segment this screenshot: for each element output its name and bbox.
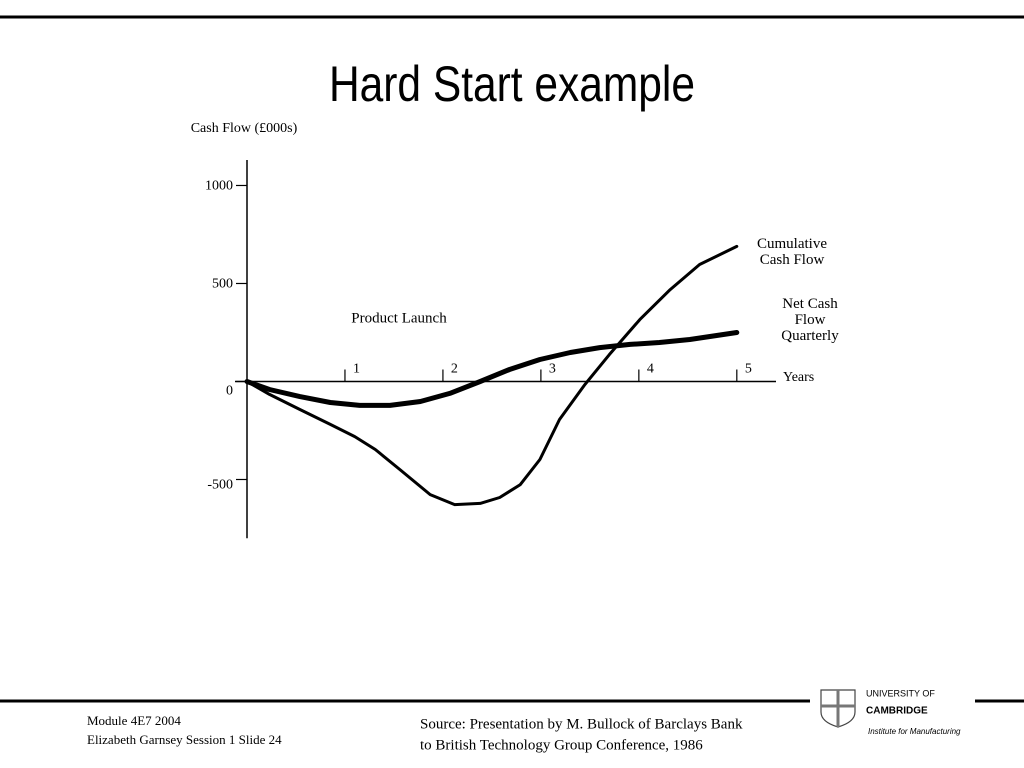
series-label: Cumulative Cash Flow <box>757 236 827 268</box>
logo-text: UNIVERSITY OF <box>866 688 935 698</box>
source-text: to British Technology Group Conference, … <box>420 737 703 753</box>
x-tick-label: 3 <box>549 362 556 377</box>
x-axis-label: Years <box>783 370 814 385</box>
logo-text: Institute for Manufacturing <box>868 727 961 736</box>
chart-title: Hard Start example <box>329 56 695 112</box>
x-tick-label: 2 <box>451 362 458 377</box>
series-label: Net Cash Flow Quarterly <box>781 296 839 344</box>
y-tick-label: 1000 <box>205 179 233 194</box>
y-tick-label: 0 <box>226 384 233 399</box>
x-tick-label: 5 <box>745 362 752 377</box>
x-tick-label: 4 <box>647 362 654 377</box>
x-tick-label: 1 <box>353 362 360 377</box>
series-line <box>244 330 740 408</box>
y-axis-label: Cash Flow (£000s) <box>191 121 298 136</box>
y-tick-label: 500 <box>212 277 233 292</box>
annotation: Product Launch <box>351 310 447 326</box>
logo-cross <box>821 690 855 727</box>
footer-text: Module 4E7 2004 <box>87 713 181 728</box>
source-text: Source: Presentation by M. Bullock of Ba… <box>420 716 743 732</box>
footer-text: Elizabeth Garnsey Session 1 Slide 24 <box>87 732 282 747</box>
y-tick-label: -500 <box>207 478 233 493</box>
logo-text: CAMBRIDGE <box>866 706 928 717</box>
logo: UNIVERSITY OF CAMBRIDGE Institute for Ma… <box>820 688 961 736</box>
series-line <box>245 244 739 507</box>
